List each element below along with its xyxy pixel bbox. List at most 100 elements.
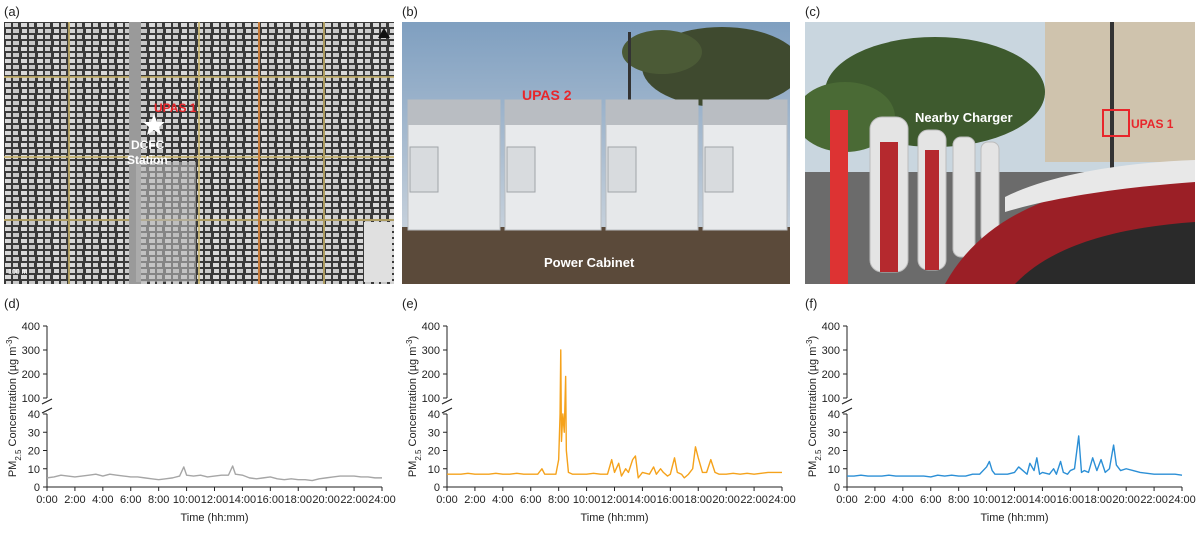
x-tick-label: 10:00 [973, 494, 1001, 506]
x-tick-label: 8:00 [948, 494, 969, 506]
y-axis-title: PM2.5 Concentration (µg m-3) [405, 336, 423, 477]
axis-break-mark [41, 407, 53, 414]
chart-f: 0 10 20 30 40 100 200 300 400 0:00 2:00 4:00 6:00 8:0… [800, 300, 1200, 529]
y-tick-label: 400 [822, 321, 840, 333]
map-scale-text: 100 m [8, 269, 28, 276]
x-tick-label: 2:00 [464, 494, 485, 506]
cabinet-caption: Power Cabinet [544, 255, 635, 270]
x-tick-label: 24:00 [368, 494, 396, 506]
charger-posts [830, 110, 1000, 284]
x-tick-label: 16:00 [657, 494, 685, 506]
y-tick-label: 40 [28, 409, 40, 421]
axis-break-mark [841, 407, 853, 414]
x-tick-label: 14:00 [1029, 494, 1057, 506]
x-tick-label: 22:00 [1140, 494, 1168, 506]
y-tick-label: 400 [422, 321, 440, 333]
chart-e: 0 10 20 30 40 100 200 300 400 0:00 2:00 4:00 6:00 8:0… [400, 300, 800, 529]
map-station-label-1: DCFC [131, 138, 165, 152]
y-tick-label: 100 [22, 393, 40, 405]
charger-graphic: Nearby Charger UPAS 1 [805, 22, 1195, 284]
y-tick-label: 200 [822, 369, 840, 381]
charger-photo: Nearby Charger UPAS 1 [805, 22, 1195, 284]
x-tick-label: 20:00 [712, 494, 740, 506]
charger-caption: Nearby Charger [915, 110, 1013, 125]
x-tick-label: 12:00 [201, 494, 229, 506]
x-tick-label: 18:00 [684, 494, 712, 506]
axis-break-mark [441, 407, 453, 414]
x-tick-label: 24:00 [768, 494, 796, 506]
x-tick-label: 6:00 [920, 494, 941, 506]
chart-f-svg: 0 10 20 30 40 100 200 300 400 0:00 2:00 4:00 6:00 8:0… [805, 321, 1196, 524]
charger-upas-label: UPAS 1 [1131, 117, 1174, 131]
x-tick-label: 22:00 [340, 494, 368, 506]
y-axis-title: PM2.5 Concentration (µg m-3) [805, 336, 823, 477]
x-tick-label: 10:00 [573, 494, 601, 506]
y-tick-label: 100 [822, 393, 840, 405]
axis-break-mark [41, 398, 53, 405]
series-line-d [46, 465, 382, 482]
x-tick-label: 10:00 [173, 494, 201, 506]
x-tick-label: 20:00 [1112, 494, 1140, 506]
x-tick-label: 6:00 [120, 494, 141, 506]
x-tick-label: 6:00 [520, 494, 541, 506]
y-tick-label: 100 [422, 393, 440, 405]
x-tick-label: 2:00 [864, 494, 885, 506]
y-tick-label: 40 [428, 409, 440, 421]
upas-marker-box [1102, 109, 1130, 137]
chart-e-svg: 0 10 20 30 40 100 200 300 400 0:00 2:00 4:00 6:00 8:0… [405, 321, 796, 524]
x-tick-label: 4:00 [492, 494, 513, 506]
x-tick-label: 8:00 [548, 494, 569, 506]
panel-label-b: (b) [402, 4, 418, 19]
map-upas-label: UPAS 1 [154, 101, 197, 115]
y-tick-label: 30 [828, 427, 840, 439]
x-tick-label: 16:00 [1057, 494, 1085, 506]
x-tick-label: 4:00 [892, 494, 913, 506]
x-axis-title: Time (hh:mm) [180, 512, 248, 524]
panel-label-f: (f) [805, 296, 818, 311]
y-tick-label: 0 [834, 482, 840, 494]
y-tick-label: 400 [22, 321, 40, 333]
x-axis-title: Time (hh:mm) [980, 512, 1048, 524]
y-tick-label: 20 [828, 446, 840, 458]
map-photo: UPAS 1 DCFC Station 100 m [4, 22, 394, 284]
y-tick-label: 20 [428, 446, 440, 458]
chart-d-svg: 0 10 20 30 40 100 200 300 400 0:00 2:00 4:00 6:00 8:0… [5, 321, 396, 524]
y-tick-label: 10 [28, 464, 40, 476]
panel-label-e: (e) [402, 296, 418, 311]
x-tick-label: 22:00 [740, 494, 768, 506]
series-line-f [847, 435, 1183, 478]
x-tick-label: 0:00 [36, 494, 57, 506]
cabinet-upas-label: UPAS 2 [522, 87, 572, 103]
y-tick-label: 300 [22, 345, 40, 357]
y-tick-label: 200 [22, 369, 40, 381]
y-tick-label: 300 [422, 345, 440, 357]
y-tick-label: 200 [422, 369, 440, 381]
x-tick-label: 18:00 [1084, 494, 1112, 506]
y-tick-label: 10 [428, 464, 440, 476]
axis-break-mark [841, 398, 853, 405]
x-tick-label: 14:00 [629, 494, 657, 506]
x-tick-label: 0:00 [836, 494, 857, 506]
x-tick-label: 24:00 [1168, 494, 1196, 506]
x-tick-label: 20:00 [312, 494, 340, 506]
x-tick-label: 8:00 [148, 494, 169, 506]
chart-d: 0 10 20 30 40 100 200 300 400 0:00 2:00 4:00 6:00 8:0… [0, 300, 400, 529]
map-graphic: UPAS 1 DCFC Station 100 m [4, 22, 394, 284]
x-tick-label: 12:00 [1001, 494, 1029, 506]
y-tick-label: 10 [828, 464, 840, 476]
x-tick-label: 4:00 [92, 494, 113, 506]
y-tick-label: 30 [28, 427, 40, 439]
cabinet-graphic: UPAS 2 Power Cabinet [402, 22, 790, 284]
y-tick-label: 0 [434, 482, 440, 494]
x-tick-label: 16:00 [257, 494, 285, 506]
y-tick-label: 20 [28, 446, 40, 458]
cabinet-units [407, 99, 788, 231]
panel-label-a: (a) [4, 4, 20, 19]
y-tick-label: 0 [34, 482, 40, 494]
x-tick-label: 0:00 [436, 494, 457, 506]
station-star-icon [143, 114, 165, 135]
x-tick-label: 2:00 [64, 494, 85, 506]
y-tick-label: 40 [828, 409, 840, 421]
north-arrow-icon [378, 28, 390, 38]
y-axis-title: PM2.5 Concentration (µg m-3) [5, 336, 23, 477]
